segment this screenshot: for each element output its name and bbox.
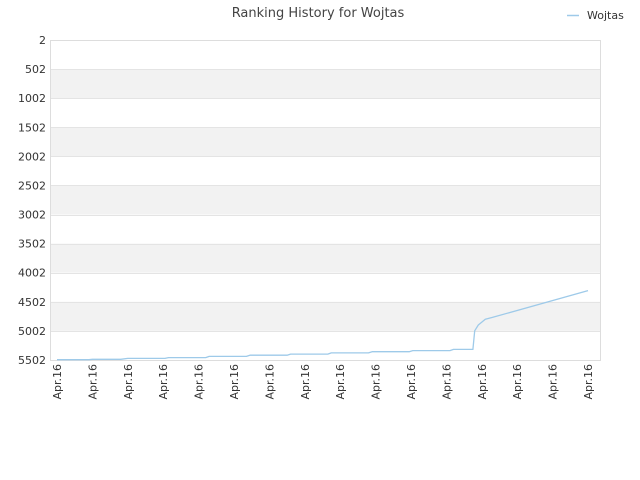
background-band (50, 98, 600, 128)
x-tick-label: Apr.16 (122, 364, 135, 400)
x-tick-label: Apr.16 (440, 364, 453, 400)
legend-label-wojtas: Wojtas (587, 9, 624, 22)
plot-background-bands (50, 40, 600, 360)
y-tick-label: 2502 (18, 179, 46, 192)
x-tick-label: Apr.16 (86, 364, 99, 400)
x-tick-label: Apr.16 (228, 364, 241, 400)
x-tick-label: Apr.16 (370, 364, 383, 400)
x-tick-label: Apr.16 (51, 364, 64, 400)
y-tick-label: 2002 (18, 150, 46, 163)
background-band (50, 214, 600, 244)
x-tick-label: Apr.16 (405, 364, 418, 400)
x-tick-label: Apr.16 (263, 364, 276, 400)
y-tick-label: 3002 (18, 209, 46, 222)
background-band (50, 156, 600, 186)
y-tick-label: 4002 (18, 267, 46, 280)
chart-title: Ranking History for Wojtas (232, 6, 405, 21)
x-tick-label: Apr.16 (299, 364, 312, 400)
x-tick-label: Apr.16 (334, 364, 347, 400)
y-tick-label: 1502 (18, 121, 46, 134)
plot-frame (50, 40, 601, 361)
y-tick-label: 1002 (18, 92, 46, 105)
x-tick-label: Apr.16 (476, 364, 489, 400)
x-tick-label: Apr.16 (193, 364, 206, 400)
y-tick-label: 5002 (18, 325, 46, 338)
y-tick-labels: 2502100215022002250230023502400245025002… (18, 34, 46, 367)
series-line-wojtas (57, 289, 589, 361)
background-band (50, 301, 600, 331)
y-tick-label: 4502 (18, 296, 46, 309)
y-tick-label: 2 (39, 34, 46, 47)
x-tick-label: Apr.16 (582, 364, 595, 400)
y-tick-label: 5502 (18, 354, 46, 367)
x-tick-label: Apr.16 (511, 364, 524, 400)
background-band (50, 243, 600, 273)
background-band (50, 272, 600, 302)
y-tick-label: 3502 (18, 238, 46, 251)
background-band (50, 185, 600, 215)
background-band (50, 127, 600, 157)
legend[interactable]: Wojtas (567, 9, 624, 22)
x-tick-label: Apr.16 (547, 364, 560, 400)
y-tick-label: 502 (25, 63, 46, 76)
background-band (50, 330, 600, 360)
series-layer (57, 289, 589, 361)
background-band (50, 40, 600, 70)
x-tick-labels: Apr.16 Apr.16 Apr.16 Apr.16 Apr.16 Apr.16 Apr.… (51, 364, 595, 400)
background-band (50, 69, 600, 99)
x-tick-label: Apr.16 (157, 364, 170, 400)
